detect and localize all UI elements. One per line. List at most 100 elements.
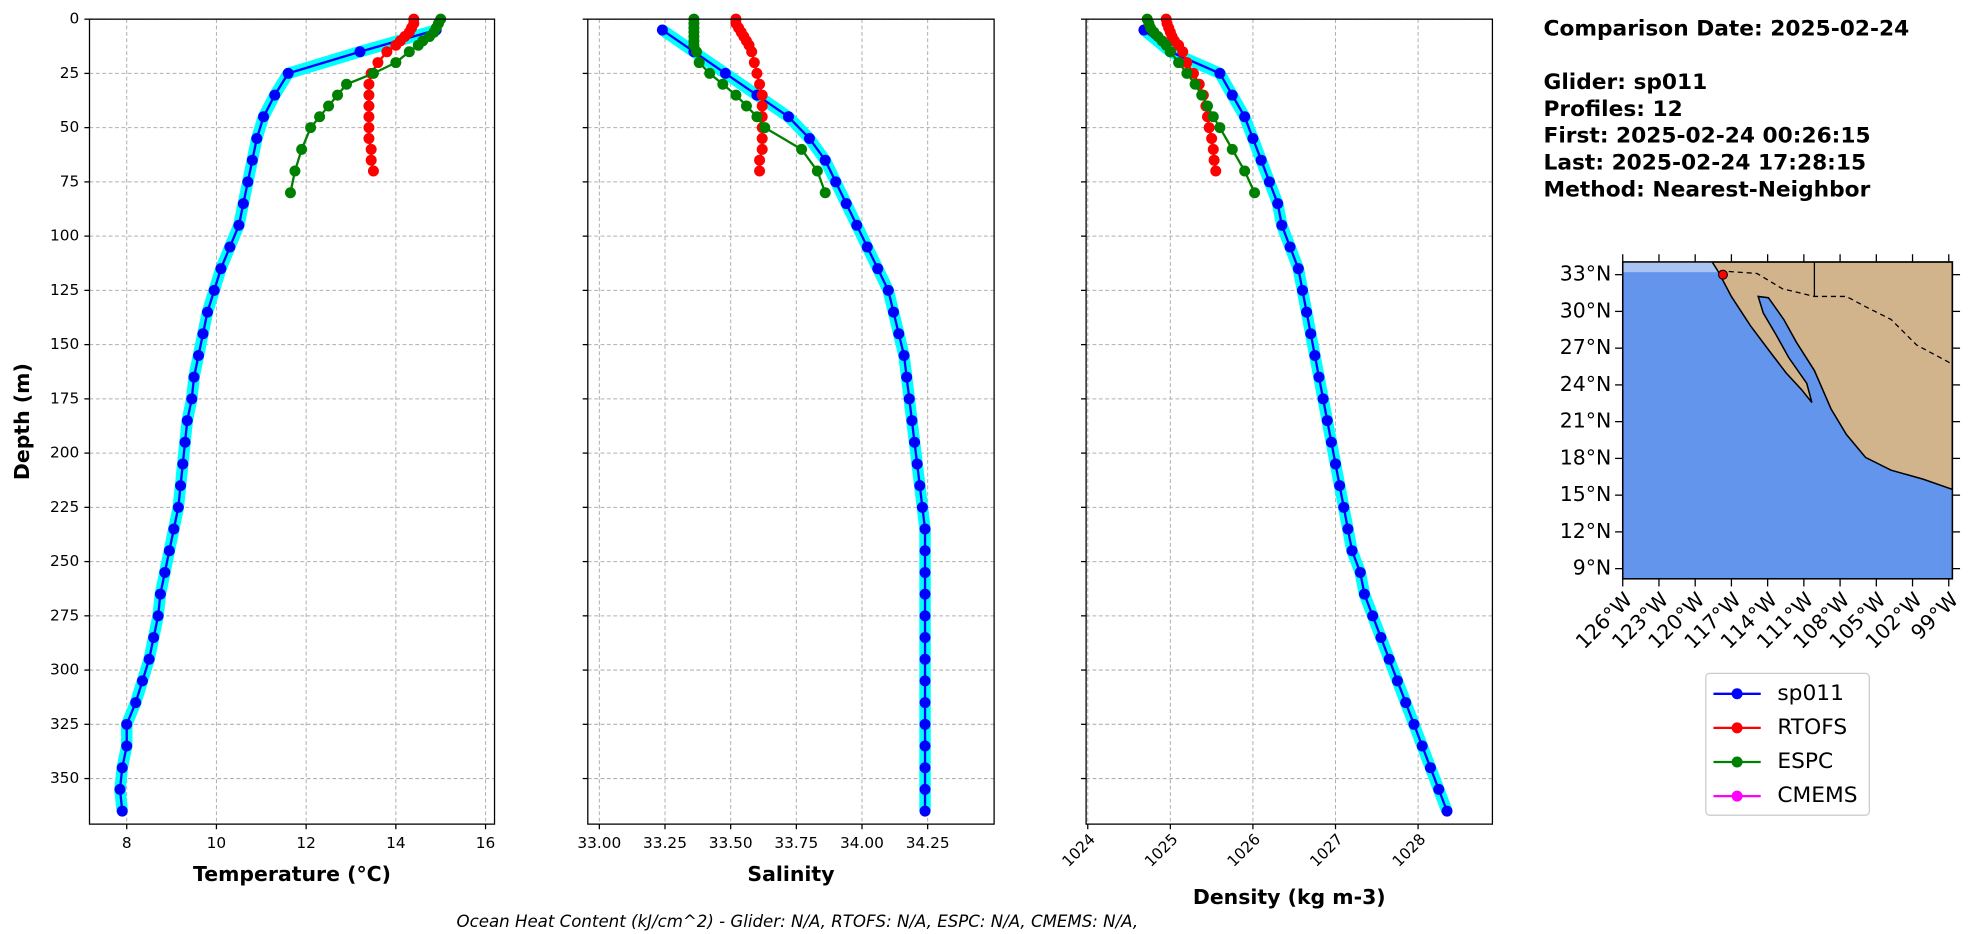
- series-marker: [365, 143, 377, 155]
- info-line: Comparison Date: 2025-02-24: [1544, 16, 1910, 41]
- series-marker: [332, 89, 344, 101]
- series-marker: [656, 24, 668, 36]
- legend-marker: [1731, 722, 1743, 734]
- info-line: Profiles: 12: [1544, 97, 1683, 122]
- series-marker: [756, 89, 768, 101]
- series-marker: [919, 610, 931, 622]
- series-marker: [717, 78, 729, 90]
- series-marker: [1391, 675, 1403, 687]
- series-marker: [282, 67, 294, 79]
- series-marker: [403, 46, 415, 58]
- y-tick-label: 325: [50, 715, 79, 733]
- series-marker: [177, 458, 189, 470]
- series-line: [661, 29, 927, 812]
- series-marker: [242, 176, 254, 188]
- series-marker: [819, 154, 831, 166]
- y-tick-label: 50: [60, 118, 80, 136]
- series-marker: [1207, 111, 1219, 123]
- series-marker: [163, 545, 175, 557]
- y-tick-label: 75: [60, 172, 80, 190]
- map-frame: [1621, 261, 1954, 580]
- series-marker: [704, 67, 716, 79]
- lat-tick-label: 33°N: [1560, 262, 1612, 286]
- legend-marker: [1731, 756, 1743, 768]
- series-marker: [1309, 349, 1321, 361]
- series-marker: [1354, 566, 1366, 578]
- series-marker: [751, 67, 763, 79]
- series-marker: [168, 523, 180, 535]
- series-marker: [754, 165, 766, 177]
- series-marker: [1305, 328, 1317, 340]
- series-marker: [1263, 176, 1275, 188]
- series-marker: [1173, 57, 1185, 69]
- series-marker: [1177, 46, 1189, 58]
- series-marker: [172, 501, 184, 513]
- series-marker: [363, 100, 375, 112]
- x-tick-label: 34.00: [840, 834, 884, 852]
- series-marker: [1249, 187, 1261, 199]
- series-marker: [390, 57, 402, 69]
- series-marker: [756, 133, 768, 144]
- series-marker: [740, 100, 752, 112]
- y-tick-label: 100: [50, 227, 79, 245]
- x-tick-label: 14: [386, 834, 406, 852]
- series-marker: [224, 241, 236, 253]
- series-marker: [693, 57, 705, 69]
- series-marker: [851, 219, 863, 231]
- x-tick-label: 1026: [1224, 830, 1264, 870]
- series-marker: [888, 306, 900, 318]
- x-axis-label: Temperature (°C): [193, 862, 391, 886]
- series-marker: [1383, 653, 1395, 665]
- lat-tick-label: 24°N: [1560, 372, 1612, 396]
- series-marker: [759, 122, 771, 134]
- series-marker: [372, 57, 384, 69]
- x-tick-label: 12: [296, 834, 316, 852]
- series-marker: [1441, 805, 1453, 817]
- series-marker: [872, 263, 884, 275]
- y-tick-label: 350: [50, 769, 79, 787]
- series-marker: [323, 100, 335, 112]
- series-marker: [919, 740, 931, 752]
- series-marker: [748, 57, 760, 69]
- y-tick-label: 250: [50, 552, 79, 570]
- series-marker: [903, 393, 915, 405]
- lat-tick-label: 21°N: [1560, 409, 1612, 433]
- series-marker: [269, 89, 281, 101]
- x-tick-label: 10: [207, 834, 227, 852]
- series-marker: [861, 241, 873, 253]
- x-tick-label: 33.75: [774, 834, 818, 852]
- series-halo: [659, 25, 931, 812]
- series-marker: [1325, 436, 1337, 448]
- x-axis-label: Salinity: [747, 862, 834, 886]
- x-tick-label: 8: [122, 834, 132, 852]
- series-line: [118, 28, 437, 812]
- legend-label: RTOFS: [1777, 715, 1847, 740]
- series-marker: [237, 198, 249, 210]
- series-marker: [116, 762, 128, 774]
- series-marker: [1239, 111, 1251, 123]
- series-marker: [1226, 89, 1238, 101]
- series-marker: [754, 154, 766, 166]
- lat-tick-label: 18°N: [1560, 445, 1612, 469]
- series-marker: [919, 588, 931, 600]
- series-marker: [367, 67, 379, 79]
- series-marker: [175, 480, 187, 492]
- series-marker: [1208, 154, 1220, 166]
- series-marker: [390, 39, 402, 51]
- series-marker: [363, 89, 375, 101]
- series-marker: [197, 328, 209, 340]
- series-marker: [1334, 480, 1346, 492]
- x-axis-label: Density (kg m-3): [1193, 885, 1386, 909]
- series-marker: [919, 783, 931, 795]
- footer: Ocean Heat Content (kJ/cm^2) - Glider: N…: [457, 912, 1139, 931]
- series-marker: [381, 46, 393, 58]
- series-marker: [914, 480, 926, 492]
- series-marker: [1202, 100, 1213, 112]
- series-marker: [363, 78, 375, 90]
- series-marker: [919, 805, 931, 817]
- series-marker: [746, 46, 758, 58]
- lat-tick-label: 30°N: [1560, 298, 1612, 322]
- series-marker: [1317, 393, 1329, 405]
- series-marker: [192, 349, 204, 361]
- y-tick-label: 275: [50, 606, 79, 624]
